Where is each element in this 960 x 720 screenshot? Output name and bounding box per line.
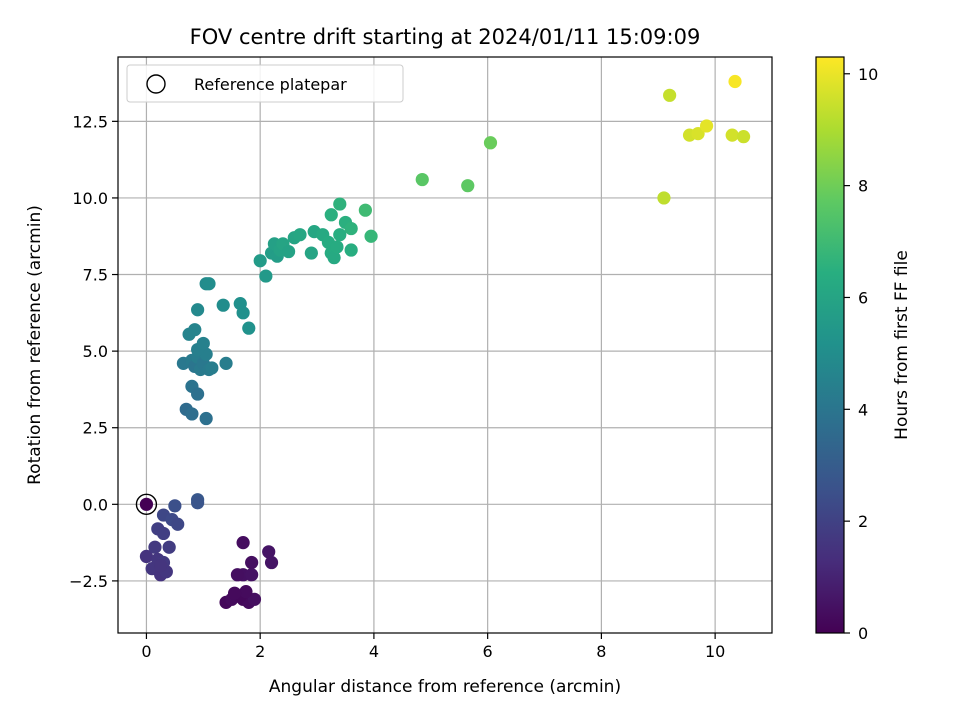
colorbar-ticks: 0 2 4 6 8 10 [844, 65, 878, 643]
data-point [262, 545, 276, 559]
colorbar-tick-label: 2 [858, 512, 868, 531]
colorbar: 0 2 4 6 8 10 Hours from first FF file [815, 56, 912, 643]
data-point [202, 277, 216, 291]
data-point [245, 555, 259, 570]
data-point [327, 251, 341, 265]
y-tick-label: 5.0 [83, 342, 108, 361]
data-point [736, 130, 751, 144]
x-tick-label: 4 [369, 642, 379, 661]
legend-entry-label: Reference platepar [194, 75, 347, 94]
x-tick-label: 6 [483, 642, 493, 661]
data-point [330, 240, 344, 254]
data-point [700, 119, 714, 133]
y-tick-label: 2.5 [83, 419, 108, 438]
y-axis-ticks: −2.5 0.0 2.5 5.0 7.5 10.0 12.5 [69, 112, 118, 591]
data-point [239, 585, 253, 599]
legend-box [126, 64, 404, 103]
data-point [156, 526, 171, 541]
data-point [461, 179, 475, 193]
data-point [259, 269, 273, 283]
data-point [333, 228, 347, 242]
colorbar-tick-label: 4 [858, 400, 868, 419]
data-point [182, 327, 196, 341]
data-point [216, 298, 230, 312]
data-point [205, 361, 219, 375]
data-point [230, 568, 245, 582]
data-point [191, 387, 205, 401]
data-point [154, 558, 168, 573]
data-point [199, 411, 213, 426]
plot-area-frame [117, 56, 773, 634]
data-point [236, 306, 250, 320]
data-point [282, 244, 296, 259]
data-point [245, 568, 259, 582]
data-point [293, 228, 307, 242]
y-tick-label: 10.0 [72, 189, 108, 208]
data-point [242, 321, 256, 335]
data-point [139, 549, 154, 564]
colorbar-label: Hours from first FF file [892, 250, 912, 440]
data-point [358, 203, 372, 217]
x-tick-label: 10 [705, 642, 725, 661]
x-tick-label: 8 [596, 642, 606, 661]
data-point [253, 254, 267, 268]
reference-platepar-marker [135, 493, 158, 516]
legend: Reference platepar [126, 64, 404, 103]
y-tick-label: 0.0 [83, 495, 108, 514]
data-point [415, 172, 429, 187]
x-tick-label: 2 [255, 642, 265, 661]
colorbar-tick-label: 8 [858, 177, 868, 196]
x-tick-label: 0 [141, 642, 151, 661]
data-point [264, 555, 279, 570]
data-point [191, 496, 205, 510]
data-point [344, 243, 358, 257]
data-point [324, 208, 338, 222]
chart-title: FOV centre drift starting at 2024/01/11 … [190, 25, 701, 49]
y-tick-label: 7.5 [83, 266, 108, 285]
data-point [304, 246, 318, 260]
colorbar-tick-label: 6 [858, 288, 868, 307]
y-axis-label: Rotation from reference (arcmin) [25, 205, 45, 485]
data-point [725, 128, 739, 142]
data-point [171, 517, 185, 531]
grid-lines [118, 57, 772, 633]
data-point [219, 356, 233, 370]
data-point [148, 540, 162, 554]
data-point [236, 536, 250, 550]
data-points [139, 74, 751, 609]
x-axis-ticks: 0 2 4 6 8 10 [141, 633, 725, 661]
data-point [344, 221, 358, 236]
reference-point-fill [139, 497, 154, 511]
data-point [185, 407, 199, 421]
data-point [191, 303, 205, 317]
data-point [657, 191, 671, 205]
legend-open-circle-icon [146, 74, 166, 94]
data-point [247, 592, 262, 606]
x-axis-label: Angular distance from reference (arcmin) [269, 677, 621, 697]
data-point [728, 74, 742, 89]
colorbar-gradient [815, 56, 845, 634]
data-point [663, 88, 677, 102]
reference-point-ring [135, 493, 158, 516]
data-point [364, 229, 378, 243]
data-point [483, 136, 498, 150]
data-point [196, 336, 210, 351]
y-tick-label: 12.5 [72, 112, 108, 131]
data-point [168, 499, 182, 513]
colorbar-tick-label: 0 [858, 624, 868, 643]
data-point [227, 586, 242, 600]
y-tick-label: −2.5 [69, 572, 108, 591]
data-point [691, 126, 705, 141]
data-point [333, 197, 347, 211]
colorbar-tick-label: 10 [858, 65, 878, 84]
data-point [162, 540, 176, 554]
